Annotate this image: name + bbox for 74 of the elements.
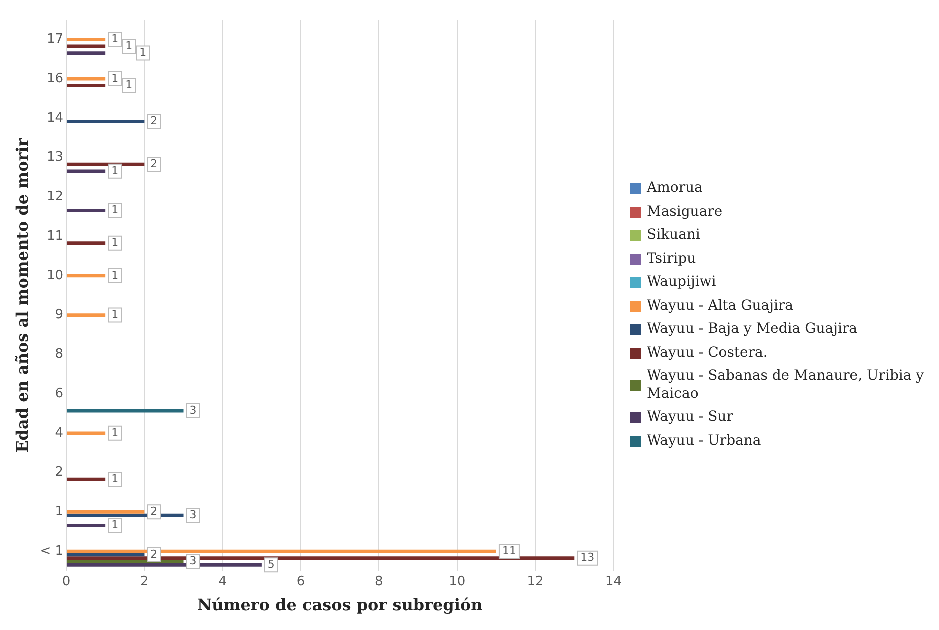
data-label: 3 xyxy=(190,404,197,417)
y-tick-label: 16 xyxy=(46,71,64,86)
data-label: 2 xyxy=(150,114,158,128)
x-tick-label: 0 xyxy=(62,574,71,590)
x-axis-title: Número de casos por subregión xyxy=(198,596,484,615)
data-label: 1 xyxy=(112,204,119,217)
bar xyxy=(66,52,106,55)
bar xyxy=(66,274,106,278)
legend-label: Masiguare xyxy=(647,204,723,221)
bar xyxy=(66,170,106,174)
legend-label: Wayuu - Costera. xyxy=(647,344,768,362)
bar xyxy=(66,314,106,317)
legend-label: Wayuu - Sur xyxy=(647,409,734,426)
y-tick-label: 2 xyxy=(55,465,64,480)
y-tick-label: < 1 xyxy=(40,544,64,559)
data-label: 5 xyxy=(268,558,275,571)
y-tick-label: 10 xyxy=(46,268,64,284)
y-tick-label: 4 xyxy=(55,426,64,441)
legend-label: Wayuu - Sabanas de Manaure, Uribia y Maicao xyxy=(647,368,926,403)
y-tick-label: 11 xyxy=(46,228,64,244)
x-tick-label: 4 xyxy=(218,574,227,590)
data-label: 11 xyxy=(502,544,516,558)
data-label: 1 xyxy=(112,32,119,46)
bar xyxy=(66,432,106,436)
y-tick-label: 14 xyxy=(46,110,64,126)
bar xyxy=(66,510,145,514)
data-label: 1 xyxy=(112,72,119,85)
data-label: 1 xyxy=(140,46,147,60)
legend-label: Wayuu - Baja y Media Guajira xyxy=(647,321,858,338)
data-label: 2 xyxy=(150,157,158,170)
data-label: 1 xyxy=(112,472,119,486)
y-tick-label: 13 xyxy=(46,150,64,166)
data-label: 1 xyxy=(112,426,119,440)
legend-label: Tsiripu xyxy=(647,250,696,268)
bar xyxy=(66,560,184,564)
bar xyxy=(66,242,106,246)
bar xyxy=(66,84,106,88)
data-label: 2 xyxy=(150,548,158,561)
x-tick-label: 14 xyxy=(605,574,622,590)
x-tick-label: 6 xyxy=(296,574,306,590)
y-tick-label: 12 xyxy=(46,190,64,205)
data-label: 1 xyxy=(112,164,119,178)
y-tick-label: 6 xyxy=(55,386,64,402)
data-label: 1 xyxy=(126,78,133,92)
y-tick-label: 1 xyxy=(55,504,64,520)
data-label: 2 xyxy=(150,505,158,518)
bar xyxy=(66,38,106,42)
y-axis-title: Edad en años al momento de morir xyxy=(12,138,32,453)
data-label: 13 xyxy=(580,551,595,564)
data-label: 3 xyxy=(190,554,197,568)
bar xyxy=(66,553,145,557)
x-tick-label: 12 xyxy=(527,574,544,590)
data-label: 1 xyxy=(112,308,119,322)
bar xyxy=(66,524,106,528)
legend-label: Amorua xyxy=(647,180,703,198)
x-tick-label: 10 xyxy=(449,574,466,590)
legend-label: Wayuu - Alta Guajira xyxy=(647,298,794,315)
bar xyxy=(66,120,145,124)
y-tick-label: 17 xyxy=(46,32,64,48)
y-tick-label: 8 xyxy=(55,347,64,362)
y-tick-label: 9 xyxy=(55,308,64,323)
legend-label: Wayuu - Urbana xyxy=(647,432,762,450)
data-label: 1 xyxy=(112,268,119,282)
x-tick-label: 2 xyxy=(140,574,149,590)
data-label: 3 xyxy=(190,508,197,522)
x-tick-label: 8 xyxy=(375,574,384,590)
legend-label: Sikuani xyxy=(647,227,700,244)
bar xyxy=(66,77,106,81)
data-label: 1 xyxy=(112,518,119,532)
legend-label: Waupijiwi xyxy=(647,274,716,292)
data-label: 1 xyxy=(112,236,119,250)
data-label: 1 xyxy=(126,39,133,52)
bar xyxy=(66,478,106,482)
bar xyxy=(66,209,106,212)
